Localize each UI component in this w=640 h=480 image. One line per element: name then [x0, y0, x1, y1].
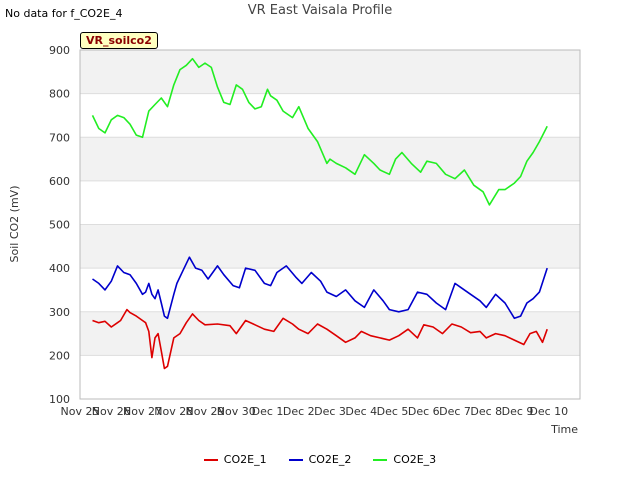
y-tick-label: 400	[49, 262, 70, 275]
legend-item-co2e-3: CO2E_3	[373, 453, 436, 466]
no-data-note: No data for f_CO2E_4	[5, 7, 123, 20]
x-tick-label: Dec 4	[345, 405, 377, 418]
legend-swatch-co2e-1	[203, 458, 218, 461]
legend: CO2E_1 CO2E_2 CO2E_3	[0, 453, 640, 466]
y-tick-label: 300	[49, 306, 70, 319]
plot-frame	[79, 49, 581, 400]
legend-swatch-co2e-3	[373, 458, 388, 461]
y-tick-label: 800	[49, 88, 70, 101]
x-tick-label: Dec 1	[252, 405, 284, 418]
legend-swatch-co2e-2	[288, 458, 303, 461]
band	[80, 311, 580, 356]
band	[80, 180, 580, 225]
x-tick-label: Dec 10	[529, 405, 568, 418]
x-tick-label: Nov 27	[123, 405, 162, 418]
x-tick-label: Nov 26	[92, 405, 131, 418]
band	[80, 93, 580, 138]
band	[80, 50, 580, 94]
x-tick-label: Dec 7	[439, 405, 471, 418]
series-line-co2e-1	[92, 308, 548, 370]
x-tick-label: Dec 5	[377, 405, 409, 418]
series-line-co2e-2	[92, 256, 548, 320]
x-tick-label: Nov 29	[186, 405, 225, 418]
chart-title: VR East Vaisala Profile	[247, 3, 393, 18]
x-tick-label: Dec 3	[314, 405, 346, 418]
x-tick-label: Dec 6	[408, 405, 440, 418]
legend-label-co2e-2: CO2E_2	[308, 453, 352, 466]
x-tick-label: Dec 8	[470, 405, 502, 418]
y-tick-label: 200	[49, 349, 70, 362]
y-tick-label: 900	[49, 44, 70, 57]
series-layer	[91, 57, 548, 370]
x-axis-label: Time	[550, 423, 578, 436]
y-axis-label: Soil CO2 (mV)	[8, 186, 21, 263]
y-tick-label: 600	[49, 175, 70, 188]
band	[80, 355, 580, 399]
site-label-badge: VR_soilco2	[80, 32, 158, 49]
legend-item-co2e-1: CO2E_1	[203, 453, 267, 466]
legend-label-co2e-1: CO2E_1	[223, 453, 267, 466]
x-tick-label: Nov 28	[154, 405, 193, 418]
x-tick-label: Dec 9	[502, 405, 534, 418]
legend-item-co2e-2: CO2E_2	[288, 453, 352, 466]
x-tick-label: Nov 25	[61, 405, 100, 418]
background-bands	[80, 50, 580, 399]
y-tick-label: 100	[49, 393, 70, 406]
band	[80, 268, 580, 312]
y-tick-label: 500	[49, 219, 70, 232]
x-tick-label: Dec 2	[283, 405, 315, 418]
series-line-co2e-3	[91, 57, 548, 206]
band	[80, 224, 580, 269]
y-tick-label: 700	[49, 131, 70, 144]
legend-label-co2e-3: CO2E_3	[393, 453, 437, 466]
x-tick-label: Nov 30	[217, 405, 256, 418]
y-axis-ticks: 100 200 300 400 500 600 700 800 900	[49, 44, 70, 406]
